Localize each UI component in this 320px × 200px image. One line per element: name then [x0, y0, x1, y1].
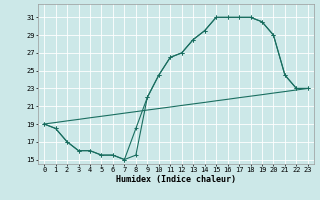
X-axis label: Humidex (Indice chaleur): Humidex (Indice chaleur) — [116, 175, 236, 184]
